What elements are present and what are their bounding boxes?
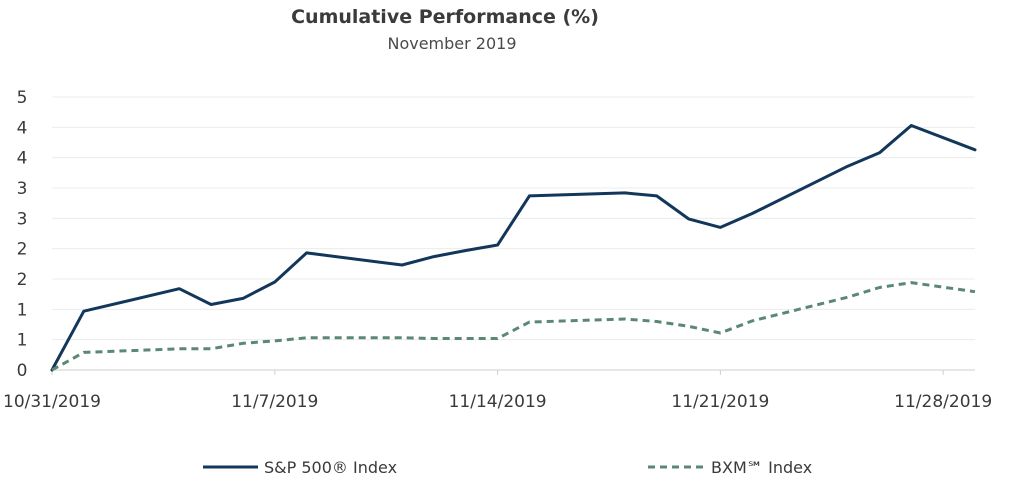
x-axis-ticks: 10/31/2019 11/7/2019 11/14/2019 11/21/2019 1… [3,370,992,412]
series-line-sp500 [50,124,977,372]
series-lines [50,124,977,372]
legend-label-bxm: BXM℠ Index [711,458,812,477]
x-tick-label: 11/7/2019 [231,392,318,412]
y-tick-label: 3 [17,179,28,199]
series-line-bxm [51,281,976,372]
y-tick-label: 4 [17,118,28,138]
y-tick-label: 5 [17,88,28,108]
chart-title: Cumulative Performance (%) [291,6,599,28]
legend-label-sp500: S&P 500® Index [264,458,397,477]
legend: S&P 500® Index BXM℠ Index [203,458,812,477]
y-tick-label: 0 [17,361,28,381]
chart-subtitle: November 2019 [387,34,516,53]
x-tick-label: 10/31/2019 [3,392,101,412]
y-tick-label: 1 [17,331,28,351]
y-tick-label: 2 [17,270,28,290]
y-tick-label: 1 [17,300,28,320]
x-tick-label: 11/21/2019 [671,392,769,412]
x-tick-label: 11/14/2019 [449,392,547,412]
x-tick-label: 11/28/2019 [894,392,992,412]
y-tick-label: 4 [17,149,28,169]
y-tick-label: 2 [17,240,28,260]
y-tick-label: 3 [17,209,28,229]
y-axis-ticks: 0 1 1 2 2 3 3 4 4 5 [17,88,28,381]
